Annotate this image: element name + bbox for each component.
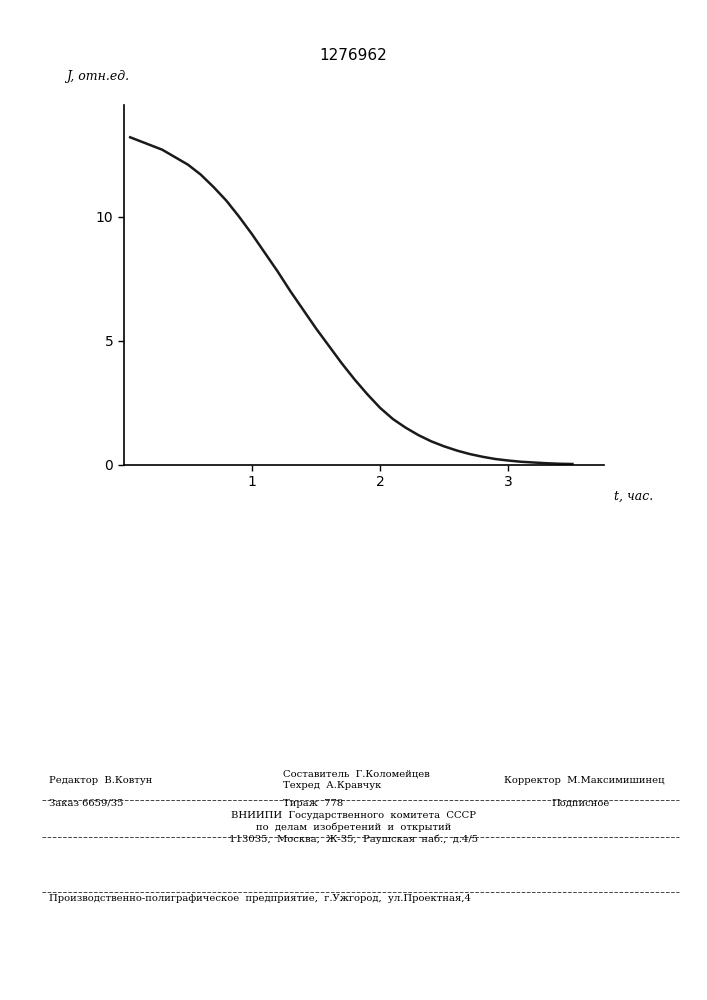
Text: ВНИИПИ  Государственного  комитета  СССР: ВНИИПИ Государственного комитета СССР bbox=[231, 811, 476, 820]
Text: 1276962: 1276962 bbox=[320, 47, 387, 62]
Text: Подписное: Подписное bbox=[551, 799, 610, 808]
Text: Редактор  В.Ковтун: Редактор В.Ковтун bbox=[49, 776, 153, 785]
Text: Техред  А.Кравчук: Техред А.Кравчук bbox=[283, 781, 381, 790]
Text: J, отн.ед.: J, отн.ед. bbox=[66, 70, 129, 83]
Text: Тираж  778: Тираж 778 bbox=[283, 799, 343, 808]
Text: по  делам  изобретений  и  открытий: по делам изобретений и открытий bbox=[256, 822, 451, 832]
Text: Заказ 6659/35: Заказ 6659/35 bbox=[49, 799, 124, 808]
Text: Корректор  М.Максимишинец: Корректор М.Максимишинец bbox=[504, 776, 665, 785]
Text: t, час.: t, час. bbox=[614, 490, 653, 503]
Text: Составитель  Г.Коломейцев: Составитель Г.Коломейцев bbox=[283, 769, 430, 778]
Text: Производственно-полиграфическое  предприятие,  г.Ужгород,  ул.Проектная,4: Производственно-полиграфическое предприя… bbox=[49, 894, 472, 903]
Text: 113035,  Москва,  Ж-35,  Раушская  наб.,  д.4/5: 113035, Москва, Ж-35, Раушская наб., д.4… bbox=[229, 834, 478, 844]
